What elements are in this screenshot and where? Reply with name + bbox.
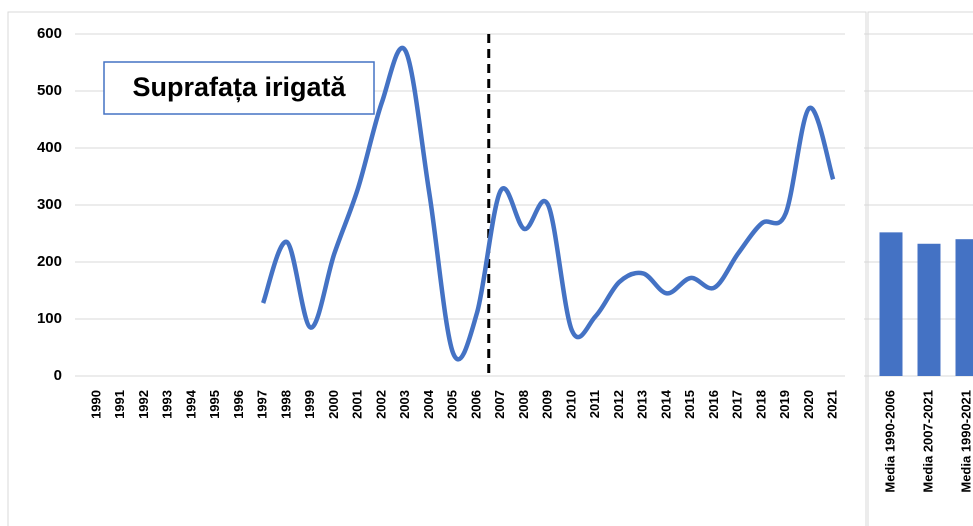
bar — [917, 243, 941, 376]
x-tick-label: Media 1990-2006 — [882, 390, 897, 493]
bar-panel-frame — [867, 11, 973, 526]
line-series — [260, 45, 836, 362]
x-tick-label: Media 2007-2021 — [920, 390, 935, 493]
y-tick-label: 300 — [37, 196, 62, 213]
x-tick-label: 1990 — [88, 390, 103, 419]
x-tick-label: Media 1990-2021 — [958, 390, 973, 493]
x-tick-label: 2006 — [468, 390, 483, 419]
x-tick-label: 2014 — [658, 389, 673, 419]
x-tick-label: 2017 — [730, 390, 745, 419]
line-panel-frame — [7, 11, 867, 526]
x-tick-label: 1992 — [136, 390, 151, 419]
x-tick-label: 1997 — [255, 390, 270, 419]
x-tick-label: 2005 — [445, 390, 460, 419]
y-tick-label: 100 — [37, 310, 62, 327]
y-tick-label: 0 — [54, 367, 62, 384]
x-tick-label: 2012 — [611, 390, 626, 419]
y-tick-label: 400 — [37, 139, 62, 156]
x-tick-label: 2001 — [350, 390, 365, 419]
y-tick-label: 500 — [37, 82, 62, 99]
x-tick-label: 1996 — [231, 390, 246, 419]
x-tick-label: 2002 — [373, 390, 388, 419]
bar — [879, 232, 903, 376]
x-tick-label: 2003 — [397, 390, 412, 419]
x-tick-label: 1991 — [112, 390, 127, 419]
x-tick-label: 2018 — [753, 390, 768, 419]
x-tick-label: 2021 — [825, 390, 840, 419]
x-tick-label: 2004 — [421, 389, 436, 419]
y-tick-label: 600 — [37, 25, 62, 42]
x-tick-label: 2011 — [587, 390, 602, 418]
annotation-box — [103, 61, 375, 115]
x-tick-label: 1995 — [207, 390, 222, 419]
annotation: Suprafața irigată — [132, 72, 346, 102]
x-tick-label: 1999 — [302, 390, 317, 419]
x-tick-label: 2009 — [540, 390, 555, 419]
x-tick-label: 1994 — [183, 389, 198, 419]
x-tick-label: 2013 — [635, 390, 650, 419]
x-tick-label: 1993 — [160, 390, 175, 419]
x-tick-label: 2008 — [516, 390, 531, 419]
x-tick-label: 2007 — [492, 390, 507, 419]
x-tick-label: 2020 — [801, 390, 816, 419]
x-tick-label: 2000 — [326, 390, 341, 419]
x-tick-label: 1998 — [278, 390, 293, 419]
x-tick-label: 2019 — [777, 390, 792, 419]
y-tick-label: 200 — [37, 253, 62, 270]
x-tick-label: 2016 — [706, 390, 721, 419]
x-tick-label: 2015 — [682, 390, 697, 419]
bar — [955, 239, 973, 376]
x-tick-label: 2010 — [563, 390, 578, 419]
